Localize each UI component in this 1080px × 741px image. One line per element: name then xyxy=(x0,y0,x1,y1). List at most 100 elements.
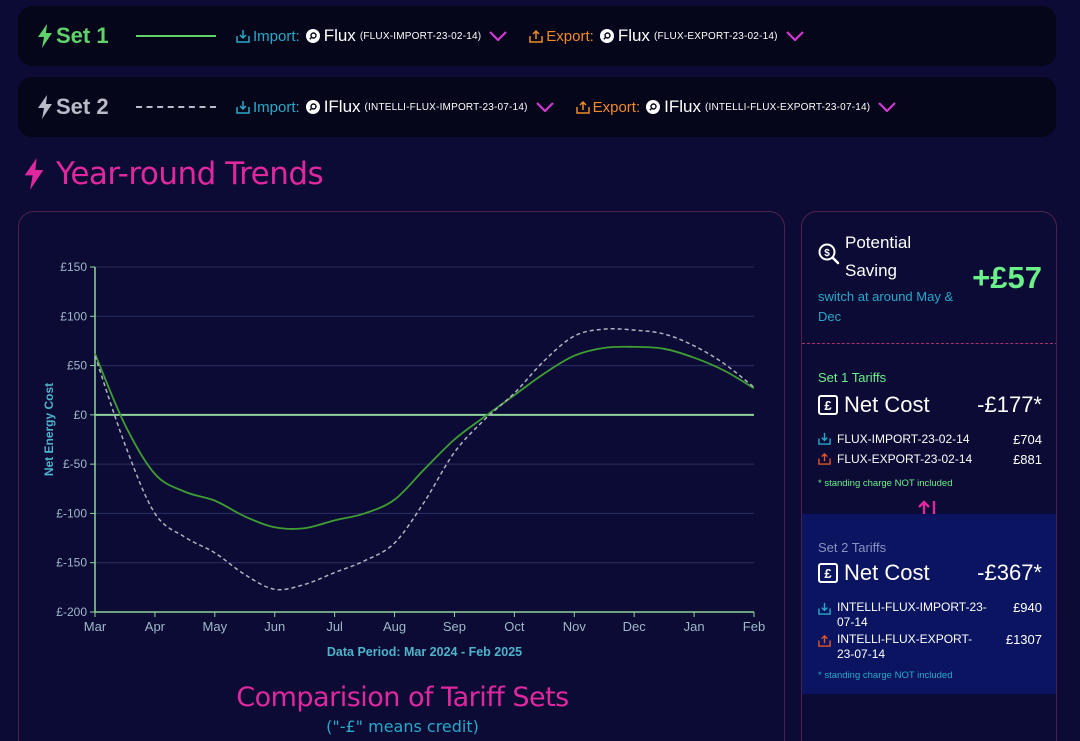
x-tick-label: Jan xyxy=(684,619,705,634)
import-tariff-code: (FLUX-IMPORT-23-02-14) xyxy=(359,30,482,42)
summary-card: $ Potential Saving +£57 switch at around… xyxy=(801,211,1057,741)
tariff-set-1-bar: Set 1 Import: Flux (FLUX-IMPORT-23-02-14… xyxy=(18,6,1056,66)
section-title: Year-round Trends xyxy=(22,156,324,192)
import-tariff-name: INTELLI-FLUX-IMPORT-23-07-14 xyxy=(837,600,987,629)
chevron-down-icon[interactable] xyxy=(489,31,508,41)
y-tick-label: £100 xyxy=(60,309,87,323)
set-1-export-tariff[interactable]: Export: Flux (FLUX-EXPORT-23-02-14) xyxy=(529,26,804,46)
export-icon xyxy=(529,29,544,43)
search-icon xyxy=(599,29,614,43)
search-icon xyxy=(646,100,661,114)
export-tariff-name: INTELLI-FLUX-EXPORT-23-07-14 xyxy=(837,632,973,661)
export-line-item: FLUX-EXPORT-23-02-14 £881 xyxy=(818,452,1042,467)
y-tick-label: £0 xyxy=(74,408,88,422)
comparison-title: Comparision of Tariff Sets xyxy=(236,682,569,713)
chevron-down-icon[interactable] xyxy=(878,102,897,112)
pound-icon: £ xyxy=(818,395,838,415)
import-tariff-name: Flux xyxy=(323,26,356,45)
y-tick-label: £-50 xyxy=(63,457,87,471)
set-1-import-tariff[interactable]: Import: Flux (FLUX-IMPORT-23-02-14) xyxy=(236,26,508,46)
x-tick-label: Jun xyxy=(264,619,285,634)
chevron-down-icon[interactable] xyxy=(535,102,554,112)
set-1-line-swatch xyxy=(136,35,216,37)
potential-saving-note: switch at around May & Dec xyxy=(818,289,954,324)
svg-text:$: $ xyxy=(824,248,830,259)
lightning-icon xyxy=(38,24,52,48)
export-tariff-code: (INTELLI-FLUX-EXPORT-23-07-14) xyxy=(704,101,871,113)
x-tick-label: Oct xyxy=(504,619,525,634)
import-icon xyxy=(236,101,250,114)
x-tick-label: Feb xyxy=(743,619,765,634)
lightning-icon xyxy=(24,158,44,190)
export-tariff-code: (FLUX-EXPORT-23-02-14) xyxy=(653,30,778,42)
import-amount: £704 xyxy=(1013,432,1042,447)
x-tick-label: Mar xyxy=(84,619,107,634)
net-cost-value: -£367* xyxy=(977,560,1042,585)
potential-saving-label: Potential Saving xyxy=(845,233,912,280)
svg-text:£: £ xyxy=(824,398,832,413)
import-tariff-name: FLUX-IMPORT-23-02-14 xyxy=(837,432,970,446)
net-cost-value: -£177* xyxy=(977,392,1042,417)
import-tariff-code: (INTELLI-FLUX-IMPORT-23-07-14) xyxy=(364,101,528,113)
search-icon xyxy=(305,29,320,43)
set-2-tariffs-summary: Set 2 Tariffs £ Net Cost -£367* INTELLI-… xyxy=(802,514,1056,694)
y-tick-label: £-100 xyxy=(56,506,87,520)
potential-saving-box: $ Potential Saving +£57 switch at around… xyxy=(802,212,1056,344)
import-icon xyxy=(818,602,831,615)
export-label: Export: xyxy=(546,27,594,45)
import-line-item: FLUX-IMPORT-23-02-14 £704 xyxy=(818,432,1042,447)
x-tick-label: May xyxy=(203,619,228,634)
x-tick-label: Sep xyxy=(443,619,466,634)
set-2-export-tariff[interactable]: Export: IFlux (INTELLI-FLUX-EXPORT-23-07… xyxy=(575,97,897,117)
chevron-down-icon[interactable] xyxy=(785,31,804,41)
trend-chart-card: £150 £100 £50 £0 £-50 £-100 £-150 £-200 Mar Apr Ma… xyxy=(18,211,785,741)
import-icon xyxy=(818,432,831,445)
export-tariff-name: IFlux xyxy=(664,97,701,116)
export-line-item: INTELLI-FLUX-EXPORT-23-07-14 £1307 xyxy=(818,632,1042,662)
y-tick-label: £-150 xyxy=(56,556,87,570)
set-1-tariffs-heading: Set 1 Tariffs xyxy=(818,370,887,385)
net-cost-row: £ Net Cost -£367* xyxy=(818,560,1042,586)
export-icon xyxy=(575,100,590,114)
import-amount: £940 xyxy=(1013,600,1042,615)
import-label: Import: xyxy=(253,27,300,45)
export-tariff-name: Flux xyxy=(617,26,650,45)
export-icon xyxy=(818,634,831,647)
y-tick-label: £150 xyxy=(60,260,87,274)
svg-text:£: £ xyxy=(824,566,832,581)
net-cost-text: Net Cost xyxy=(844,392,930,417)
set-2-label: Set 2 xyxy=(36,94,122,120)
y-tick-label: £50 xyxy=(67,359,87,373)
set-2-import-tariff[interactable]: Import: IFlux (INTELLI-FLUX-IMPORT-23-07… xyxy=(236,97,554,117)
x-tick-label: Nov xyxy=(563,619,587,634)
y-tick-label: £-200 xyxy=(56,605,87,619)
pound-icon: £ xyxy=(818,563,838,583)
x-tick-label: Apr xyxy=(145,619,166,634)
export-amount: £881 xyxy=(1013,452,1042,467)
set-2-tariffs-heading: Set 2 Tariffs xyxy=(818,540,887,555)
comparison-subtitle: ("-£" means credit) xyxy=(326,717,479,736)
x-tick-label: Jul xyxy=(326,619,343,634)
set-2-line-swatch xyxy=(136,106,216,108)
export-label: Export: xyxy=(592,98,641,116)
set-1-label: Set 1 xyxy=(36,23,122,49)
import-label: Import: xyxy=(253,98,300,116)
import-icon xyxy=(236,30,250,43)
potential-saving-value: +£57 xyxy=(972,260,1042,295)
series-line-set-2 xyxy=(94,327,755,591)
search-icon xyxy=(305,100,320,114)
series-line-set-1 xyxy=(94,345,755,530)
export-icon xyxy=(818,452,831,465)
saving-search-icon: $ xyxy=(818,243,840,265)
import-tariff-name: IFlux xyxy=(323,97,361,116)
section-title-text: Year-round Trends xyxy=(56,156,324,192)
net-cost-text: Net Cost xyxy=(844,560,930,585)
set-2-name: Set 2 xyxy=(56,94,109,119)
standing-charge-note: * standing charge NOT included xyxy=(818,478,953,489)
net-cost-row: £ Net Cost -£177* xyxy=(818,392,1042,418)
x-axis-label: Data Period: Mar 2024 - Feb 2025 xyxy=(327,645,522,659)
set-1-tariffs-summary: Set 1 Tariffs £ Net Cost -£177* FLUX-IMP… xyxy=(802,352,1056,512)
net-cost-label: £ Net Cost xyxy=(818,560,930,586)
import-line-item: INTELLI-FLUX-IMPORT-23-07-14 £940 xyxy=(818,600,1042,630)
